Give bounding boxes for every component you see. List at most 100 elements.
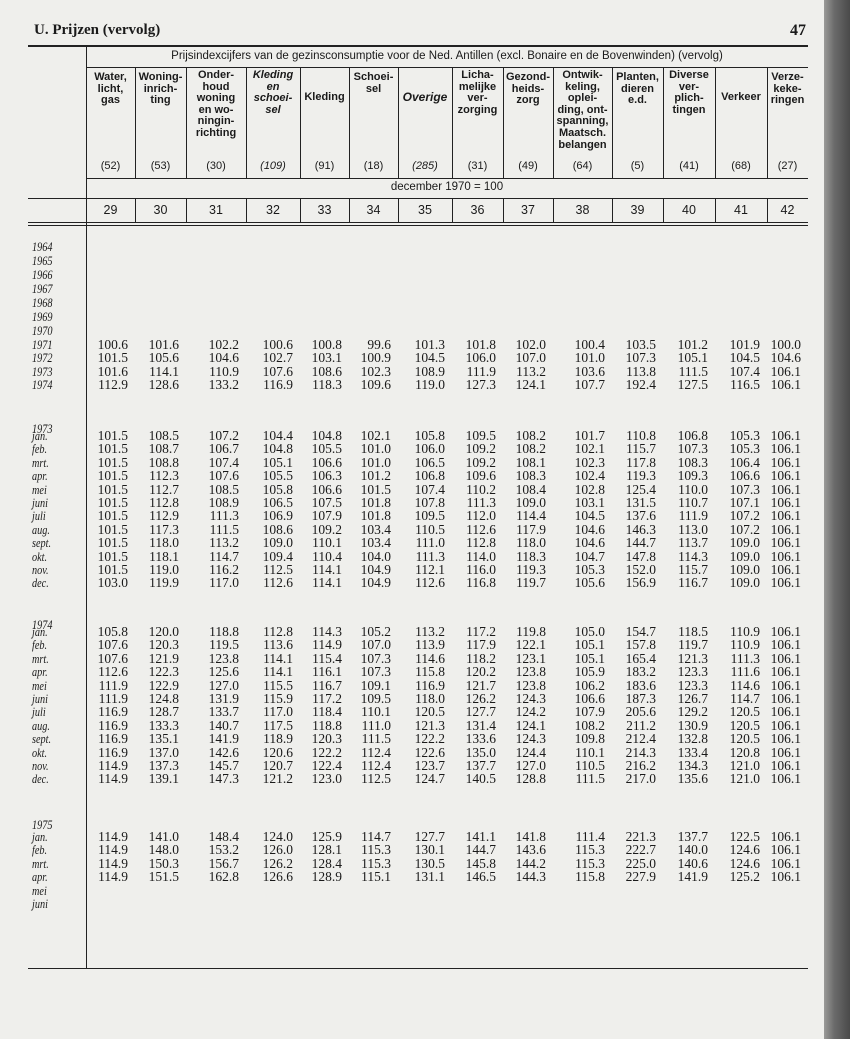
cell-value: 124.1 <box>515 717 546 733</box>
cell-value: 119.3 <box>626 468 656 484</box>
row-label: juni <box>32 496 48 510</box>
cell-value: 192.4 <box>625 377 656 393</box>
cell-value: 102.1 <box>360 428 391 443</box>
cell-value: 106.0 <box>465 350 496 366</box>
cell-value: 114.1 <box>149 363 179 379</box>
cell-value: 106.1 <box>770 454 801 470</box>
row-label: juni <box>32 897 48 911</box>
cell-value: 118.0 <box>516 535 546 551</box>
cell-value: 109.5 <box>465 428 496 443</box>
cell-value: 106.1 <box>770 548 801 564</box>
column-weight: (285) <box>412 160 438 172</box>
cell-value: 106.4 <box>729 454 760 470</box>
cell-value: 112.5 <box>263 562 293 577</box>
cell-value: 104.4 <box>262 428 293 443</box>
cell-value: 101.5 <box>97 508 128 524</box>
cell-value: 112.7 <box>149 481 179 497</box>
cell-value: 111.6 <box>730 664 760 680</box>
column-number: 35 <box>418 203 432 217</box>
cell-value: 134.3 <box>677 758 708 773</box>
cell-value: 121.3 <box>677 650 708 666</box>
cell-value: 130.9 <box>677 717 708 733</box>
cell-value: 137.6 <box>625 508 656 524</box>
cell-value: 114.7 <box>209 548 239 564</box>
cell-value: 119.7 <box>678 637 708 653</box>
column-label: schoei- <box>253 92 293 105</box>
cell-value: 109.0 <box>729 562 760 577</box>
cell-value: 118.9 <box>263 731 293 747</box>
column-label: ringen <box>770 94 805 107</box>
cell-value: 120.3 <box>148 637 179 653</box>
column-number: 40 <box>682 203 696 217</box>
cell-value: 141.1 <box>465 829 496 844</box>
cell-value: 111.9 <box>98 691 128 706</box>
cell-value: 124.3 <box>515 731 546 747</box>
cell-value: 106.1 <box>770 441 801 457</box>
cell-value: 106.1 <box>770 428 801 443</box>
cell-value: 109.1 <box>360 677 391 693</box>
cell-value: 222.7 <box>625 842 656 858</box>
cell-value: 111.9 <box>98 677 128 693</box>
cell-value: 114.7 <box>730 691 760 706</box>
row-label: mrt. <box>32 856 49 871</box>
cell-value: 125.2 <box>729 869 760 885</box>
cell-value: 106.2 <box>574 677 605 693</box>
cell-value: 109.5 <box>360 691 391 706</box>
cell-value: 156.9 <box>625 575 656 591</box>
cell-value: 107.3 <box>360 664 391 680</box>
rule <box>767 67 768 178</box>
cell-value: 118.5 <box>678 624 708 639</box>
cell-value: 109.0 <box>262 535 293 551</box>
cell-value: 102.7 <box>262 350 293 366</box>
column-label: Overige <box>402 90 448 104</box>
cell-value: 102.3 <box>574 454 605 470</box>
column-label: Onder- <box>197 69 235 81</box>
column-label: Maatsch. <box>558 127 607 139</box>
cell-value: 110.9 <box>730 624 760 639</box>
cell-value: 106.5 <box>262 495 293 510</box>
cell-value: 111.3 <box>209 508 239 524</box>
cell-value: 101.5 <box>97 441 128 457</box>
cell-value: 116.9 <box>415 677 445 693</box>
cell-value: 115.9 <box>263 691 293 706</box>
cell-value: 205.6 <box>625 704 656 720</box>
rule <box>28 45 808 47</box>
cell-value: 126.2 <box>465 691 496 706</box>
column-number: 30 <box>153 203 168 217</box>
cell-value: 115.1 <box>361 869 391 885</box>
cell-value: 108.6 <box>311 363 342 379</box>
cell-value: 127.7 <box>414 829 445 844</box>
column-label: gas <box>101 94 120 107</box>
cell-value: 123.8 <box>515 677 546 693</box>
cell-value: 123.1 <box>515 650 546 666</box>
column-label: Verze- <box>771 71 804 83</box>
cell-value: 107.2 <box>208 428 239 443</box>
rule <box>503 67 504 178</box>
cell-value: 115.7 <box>678 562 708 577</box>
row-label: 1972 <box>32 351 53 366</box>
cell-value: 119.0 <box>415 377 445 393</box>
cell-value: 107.8 <box>414 495 445 510</box>
cell-value: 156.7 <box>208 855 239 871</box>
rule <box>612 67 613 178</box>
rule <box>398 198 399 222</box>
cell-value: 128.9 <box>311 869 342 885</box>
cell-value: 104.0 <box>360 548 391 564</box>
column-number: 33 <box>317 203 332 217</box>
cell-value: 106.6 <box>574 691 605 706</box>
cell-value: 111.5 <box>575 771 605 787</box>
cell-value: 127.5 <box>677 377 708 393</box>
cell-value: 217.0 <box>625 771 656 787</box>
cell-value: 104.9 <box>360 562 391 577</box>
cell-value: 106.1 <box>770 495 801 510</box>
cell-value: 117.2 <box>466 624 496 639</box>
cell-value: 101.5 <box>97 548 128 564</box>
row-label: 1969 <box>32 310 53 324</box>
cell-value: 135.6 <box>677 771 708 787</box>
cell-value: 114.4 <box>516 508 546 524</box>
cell-value: 112.4 <box>361 744 391 760</box>
cell-value: 118.3 <box>312 377 342 393</box>
column-weight: (27) <box>777 160 798 172</box>
cell-value: 141.8 <box>515 829 546 844</box>
cell-value: 117.0 <box>263 704 293 720</box>
